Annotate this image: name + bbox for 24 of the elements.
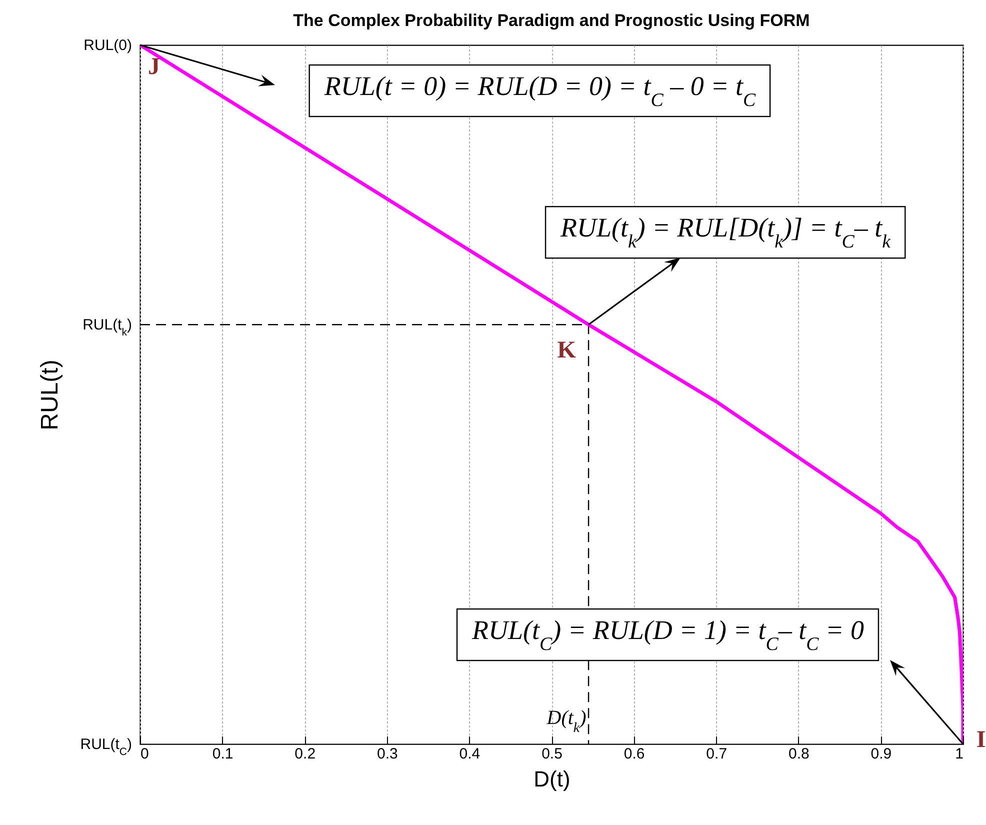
annotation: RUL(t$_{k}$)	[82, 316, 132, 339]
annotation: RUL(t = 0) = RUL(D = 0) = t$_{C}$ – 0 = t$_{C}$	[323, 71, 756, 110]
x-axis-title: D(t)	[534, 766, 570, 792]
annotation: RUL(t$_{C}$) = RUL(D = 1) = t$_{C}$– t$_{C}$ = 0	[471, 615, 864, 654]
annotation: I	[976, 727, 986, 753]
x-tick-label: 0.7	[706, 746, 728, 762]
x-tick-label: 0.5	[542, 746, 562, 762]
x-tick-label: 0.2	[294, 746, 316, 762]
y-axis-title: RUL(t)	[36, 360, 64, 430]
x-tick-label: 0.4	[459, 746, 480, 762]
x-tick-label: 0.3	[376, 746, 398, 762]
chart-title: The Complex Probability Paradigm and Prognostic Using FORM	[293, 11, 810, 30]
annotation: J	[148, 54, 160, 80]
x-tick-label: 0.6	[624, 746, 645, 762]
annotation: K	[557, 338, 576, 364]
x-tick-label: 0.1	[212, 746, 234, 762]
text: RUL(t$_{C}$)	[80, 736, 132, 758]
x-tick-label: 0.8	[788, 746, 810, 762]
x-tick-label: 1	[955, 746, 964, 762]
x-tick-label: 0	[140, 746, 149, 762]
annotation: D(t$_{k}$)	[546, 707, 587, 736]
x-tick-label: 0.9	[870, 746, 892, 762]
annotation: RUL(0)	[84, 37, 132, 54]
annotation: RUL(t$_{k}$) = RUL[D(t$_{k}$)] = t$_{C}$– t$_{k}$	[560, 212, 892, 252]
